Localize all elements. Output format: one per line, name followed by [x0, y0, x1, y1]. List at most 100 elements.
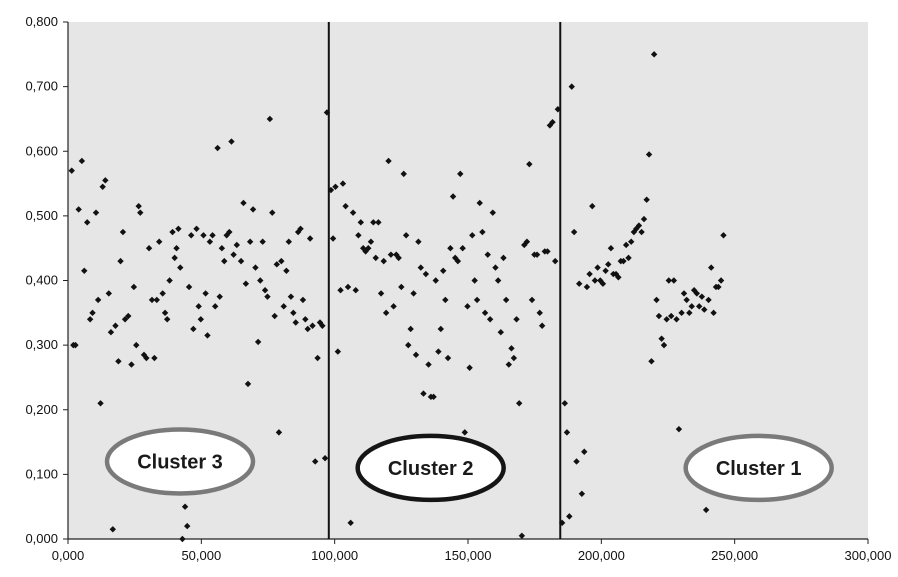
data-point: [193, 225, 200, 232]
y-tick-label: 0,400: [25, 273, 58, 288]
y-tick-label: 0,800: [25, 14, 58, 29]
data-point: [145, 244, 153, 252]
data-point: [382, 309, 390, 317]
data-point: [570, 228, 578, 236]
data-point: [209, 232, 216, 239]
data-point: [457, 170, 464, 178]
data-point: [640, 215, 648, 223]
data-point: [240, 199, 247, 207]
data-point: [121, 316, 129, 323]
data-point: [334, 348, 342, 355]
x-tick-label: 250,000: [711, 548, 758, 563]
data-point: [292, 319, 299, 326]
data-point: [216, 293, 223, 300]
data-point: [202, 290, 209, 297]
cluster-outline: [355, 433, 506, 503]
data-point: [319, 322, 326, 329]
data-point: [302, 316, 309, 323]
data-point: [607, 244, 615, 252]
data-point: [278, 257, 285, 265]
data-point: [309, 322, 316, 329]
data-point: [179, 535, 186, 543]
data-point: [558, 519, 566, 527]
data-point: [385, 157, 392, 165]
data-point: [538, 322, 546, 329]
data-point: [521, 241, 528, 249]
data-point: [271, 312, 278, 320]
data-point: [175, 225, 182, 232]
data-point: [166, 277, 173, 284]
cluster-outline: [104, 427, 256, 496]
x-tick-label: 200,000: [578, 548, 625, 563]
data-point: [633, 225, 640, 232]
data-point: [505, 361, 512, 368]
data-point: [552, 257, 559, 265]
data-point: [670, 277, 678, 284]
data-point: [344, 283, 352, 291]
data-point: [526, 160, 533, 168]
data-point: [230, 251, 237, 258]
data-point: [591, 277, 599, 284]
data-point: [398, 283, 405, 291]
data-point: [169, 228, 176, 236]
data-point: [68, 167, 75, 174]
data-point: [405, 341, 412, 349]
data-point: [226, 228, 233, 236]
data-point: [375, 219, 382, 226]
data-point: [365, 244, 372, 252]
data-point: [648, 358, 655, 365]
data-point: [242, 280, 250, 287]
data-point: [329, 235, 337, 242]
data-point: [554, 106, 562, 113]
data-point: [645, 151, 653, 158]
data-point: [602, 267, 609, 275]
data-point: [489, 209, 496, 216]
data-point: [97, 400, 104, 407]
data-point: [665, 277, 672, 284]
data-point: [177, 264, 184, 271]
data-point: [287, 293, 295, 300]
data-point: [81, 267, 88, 275]
data-point: [650, 51, 658, 58]
data-point: [342, 202, 349, 210]
data-point: [99, 183, 106, 190]
data-point: [197, 316, 204, 323]
data-point: [655, 312, 663, 320]
data-point: [283, 267, 290, 275]
data-point: [164, 316, 171, 323]
data-point: [432, 277, 439, 284]
data-point: [437, 325, 444, 333]
data-point: [638, 228, 645, 236]
data-point: [153, 296, 160, 304]
data-point: [486, 316, 494, 323]
cluster-label: Cluster 1: [716, 458, 802, 480]
data-point: [280, 303, 287, 310]
data-point: [314, 354, 321, 362]
data-point: [299, 296, 307, 304]
x-axis-ticks: 0,000 50,000 100,000 150,000 200,000 250,000 3…: [52, 539, 892, 563]
data-point: [701, 306, 708, 313]
data-point: [658, 335, 665, 342]
data-point: [105, 290, 112, 297]
data-point: [294, 228, 302, 236]
data-point: [228, 138, 235, 145]
data-point: [720, 232, 727, 239]
data-point: [407, 325, 414, 333]
data-point: [119, 228, 127, 236]
data-point: [107, 329, 115, 336]
data-point: [622, 241, 630, 249]
data-point: [620, 257, 627, 265]
data-point: [171, 254, 178, 262]
data-point: [233, 241, 240, 249]
x-tick-label: 150,000: [445, 548, 492, 563]
data-point: [444, 354, 452, 362]
data-point: [430, 393, 437, 401]
data-point: [544, 248, 551, 255]
data-point: [402, 232, 410, 239]
data-point: [327, 186, 335, 194]
data-point: [502, 296, 510, 304]
data-point: [454, 257, 462, 265]
data-point: [377, 290, 385, 297]
data-point: [698, 293, 706, 300]
x-tick-label: 300,000: [845, 548, 892, 563]
